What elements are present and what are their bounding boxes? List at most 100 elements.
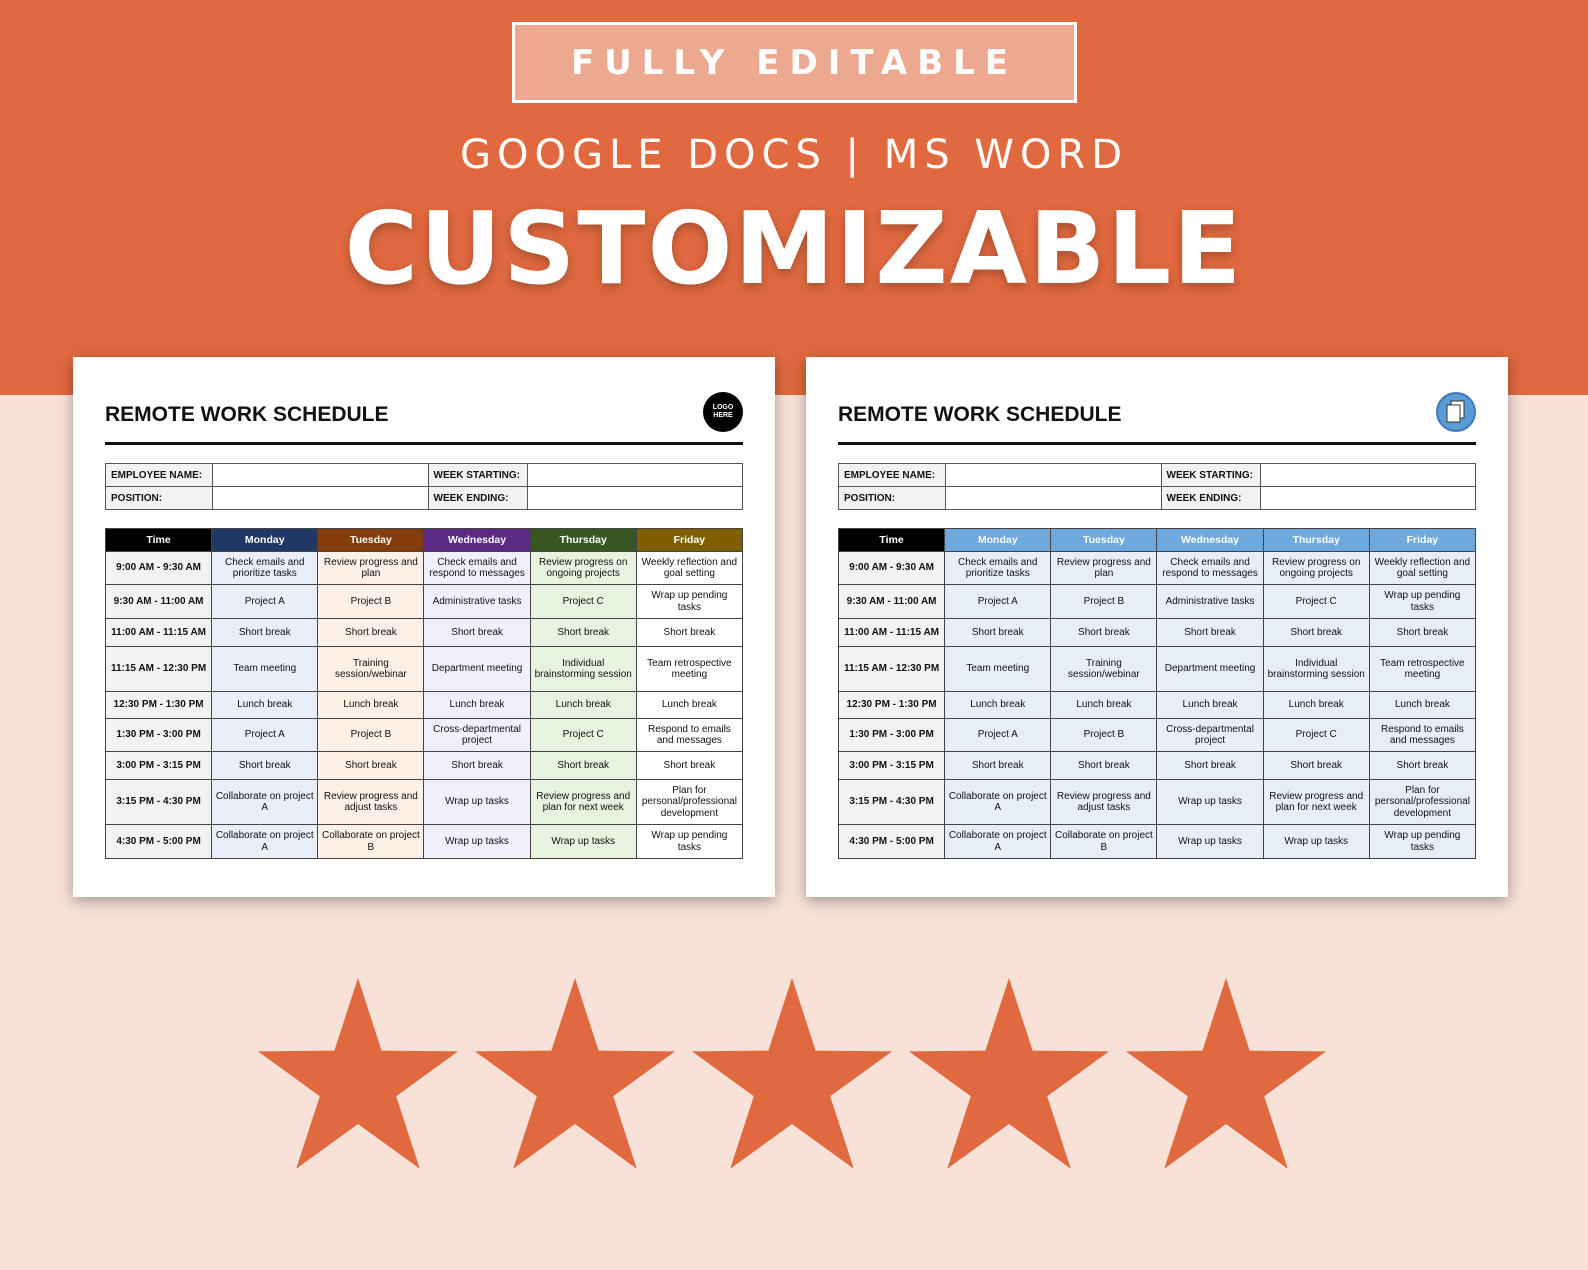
task-cell[interactable]: Department meeting <box>423 646 531 692</box>
task-cell[interactable]: Check emails and prioritize tasks <box>944 551 1052 585</box>
task-cell[interactable]: Project C <box>529 584 637 619</box>
task-cell[interactable]: Short break <box>1156 618 1264 647</box>
task-cell[interactable]: Collaborate on project A <box>944 779 1052 825</box>
task-cell[interactable]: Review progress and adjust tasks <box>317 779 425 825</box>
time-cell[interactable]: 1:30 PM - 3:00 PM <box>837 718 946 752</box>
task-cell[interactable]: Short break <box>1262 751 1370 780</box>
task-cell[interactable]: Wrap up tasks <box>529 824 637 859</box>
task-cell[interactable]: Department meeting <box>1156 646 1264 692</box>
task-cell[interactable]: Team meeting <box>944 646 1052 692</box>
task-cell[interactable]: Training session/webinar <box>1050 646 1158 692</box>
employee-name-field[interactable] <box>945 463 1162 487</box>
time-cell[interactable]: 9:30 AM - 11:00 AM <box>104 584 213 619</box>
task-cell[interactable]: Lunch break <box>1262 691 1370 719</box>
week-starting-field[interactable] <box>526 463 743 487</box>
position-field[interactable] <box>212 486 429 510</box>
task-cell[interactable]: Collaborate on project A <box>211 779 319 825</box>
time-cell[interactable]: 4:30 PM - 5:00 PM <box>104 824 213 859</box>
task-cell[interactable]: Plan for personal/professional developme… <box>635 779 744 825</box>
task-cell[interactable]: Short break <box>423 618 531 647</box>
position-field[interactable] <box>945 486 1162 510</box>
task-cell[interactable]: Weekly reflection and goal setting <box>1368 551 1477 585</box>
task-cell[interactable]: Team retrospective meeting <box>1368 646 1477 692</box>
task-cell[interactable]: Review progress and plan <box>1050 551 1158 585</box>
task-cell[interactable]: Cross-departmental project <box>423 718 531 752</box>
task-cell[interactable]: Review progress and plan <box>317 551 425 585</box>
time-cell[interactable]: 3:15 PM - 4:30 PM <box>837 779 946 825</box>
task-cell[interactable]: Review progress on ongoing projects <box>1262 551 1370 585</box>
task-cell[interactable]: Plan for personal/professional developme… <box>1368 779 1477 825</box>
task-cell[interactable]: Lunch break <box>317 691 425 719</box>
task-cell[interactable]: Project C <box>1262 584 1370 619</box>
task-cell[interactable]: Review progress and plan for next week <box>1262 779 1370 825</box>
task-cell[interactable]: Short break <box>1050 618 1158 647</box>
task-cell[interactable]: Wrap up pending tasks <box>1368 584 1477 619</box>
week-ending-field[interactable] <box>526 486 743 510</box>
task-cell[interactable]: Team meeting <box>211 646 319 692</box>
time-cell[interactable]: 1:30 PM - 3:00 PM <box>104 718 213 752</box>
task-cell[interactable]: Short break <box>529 751 637 780</box>
task-cell[interactable]: Team retrospective meeting <box>635 646 744 692</box>
task-cell[interactable]: Lunch break <box>529 691 637 719</box>
task-cell[interactable]: Lunch break <box>211 691 319 719</box>
week-ending-field[interactable] <box>1259 486 1476 510</box>
task-cell[interactable]: Short break <box>423 751 531 780</box>
time-cell[interactable]: 11:00 AM - 11:15 AM <box>104 618 213 647</box>
task-cell[interactable]: Short break <box>944 618 1052 647</box>
task-cell[interactable]: Wrap up pending tasks <box>1368 824 1477 859</box>
time-cell[interactable]: 11:00 AM - 11:15 AM <box>837 618 946 647</box>
task-cell[interactable]: Project B <box>317 584 425 619</box>
task-cell[interactable]: Short break <box>1262 618 1370 647</box>
task-cell[interactable]: Training session/webinar <box>317 646 425 692</box>
task-cell[interactable]: Short break <box>1156 751 1264 780</box>
time-cell[interactable]: 4:30 PM - 5:00 PM <box>837 824 946 859</box>
task-cell[interactable]: Project C <box>1262 718 1370 752</box>
task-cell[interactable]: Collaborate on project A <box>211 824 319 859</box>
task-cell[interactable]: Administrative tasks <box>1156 584 1264 619</box>
time-cell[interactable]: 9:00 AM - 9:30 AM <box>104 551 213 585</box>
time-cell[interactable]: 3:00 PM - 3:15 PM <box>104 751 213 780</box>
time-cell[interactable]: 3:15 PM - 4:30 PM <box>104 779 213 825</box>
time-cell[interactable]: 9:30 AM - 11:00 AM <box>837 584 946 619</box>
time-cell[interactable]: 9:00 AM - 9:30 AM <box>837 551 946 585</box>
task-cell[interactable]: Short break <box>944 751 1052 780</box>
task-cell[interactable]: Check emails and prioritize tasks <box>211 551 319 585</box>
task-cell[interactable]: Individual brainstorming session <box>529 646 637 692</box>
task-cell[interactable]: Weekly reflection and goal setting <box>635 551 744 585</box>
task-cell[interactable]: Short break <box>635 751 744 780</box>
time-cell[interactable]: 11:15 AM - 12:30 PM <box>104 646 213 692</box>
task-cell[interactable]: Review progress on ongoing projects <box>529 551 637 585</box>
task-cell[interactable]: Project B <box>1050 718 1158 752</box>
task-cell[interactable]: Short break <box>1368 751 1477 780</box>
task-cell[interactable]: Short break <box>317 618 425 647</box>
time-cell[interactable]: 12:30 PM - 1:30 PM <box>837 691 946 719</box>
task-cell[interactable]: Project A <box>944 718 1052 752</box>
task-cell[interactable]: Short break <box>1050 751 1158 780</box>
task-cell[interactable]: Wrap up pending tasks <box>635 824 744 859</box>
task-cell[interactable]: Cross-departmental project <box>1156 718 1264 752</box>
task-cell[interactable]: Individual brainstorming session <box>1262 646 1370 692</box>
task-cell[interactable]: Wrap up tasks <box>423 824 531 859</box>
task-cell[interactable]: Collaborate on project B <box>1050 824 1158 859</box>
task-cell[interactable]: Wrap up tasks <box>423 779 531 825</box>
task-cell[interactable]: Collaborate on project B <box>317 824 425 859</box>
task-cell[interactable]: Lunch break <box>1156 691 1264 719</box>
task-cell[interactable]: Project A <box>944 584 1052 619</box>
employee-name-field[interactable] <box>212 463 429 487</box>
task-cell[interactable]: Project A <box>211 584 319 619</box>
task-cell[interactable]: Short break <box>317 751 425 780</box>
task-cell[interactable]: Lunch break <box>944 691 1052 719</box>
task-cell[interactable]: Short break <box>529 618 637 647</box>
task-cell[interactable]: Administrative tasks <box>423 584 531 619</box>
task-cell[interactable]: Respond to emails and messages <box>1368 718 1477 752</box>
task-cell[interactable]: Review progress and adjust tasks <box>1050 779 1158 825</box>
task-cell[interactable]: Short break <box>635 618 744 647</box>
task-cell[interactable]: Respond to emails and messages <box>635 718 744 752</box>
task-cell[interactable]: Wrap up tasks <box>1156 824 1264 859</box>
task-cell[interactable]: Wrap up pending tasks <box>635 584 744 619</box>
task-cell[interactable]: Review progress and plan for next week <box>529 779 637 825</box>
task-cell[interactable]: Check emails and respond to messages <box>1156 551 1264 585</box>
task-cell[interactable]: Wrap up tasks <box>1262 824 1370 859</box>
task-cell[interactable]: Wrap up tasks <box>1156 779 1264 825</box>
task-cell[interactable]: Collaborate on project A <box>944 824 1052 859</box>
